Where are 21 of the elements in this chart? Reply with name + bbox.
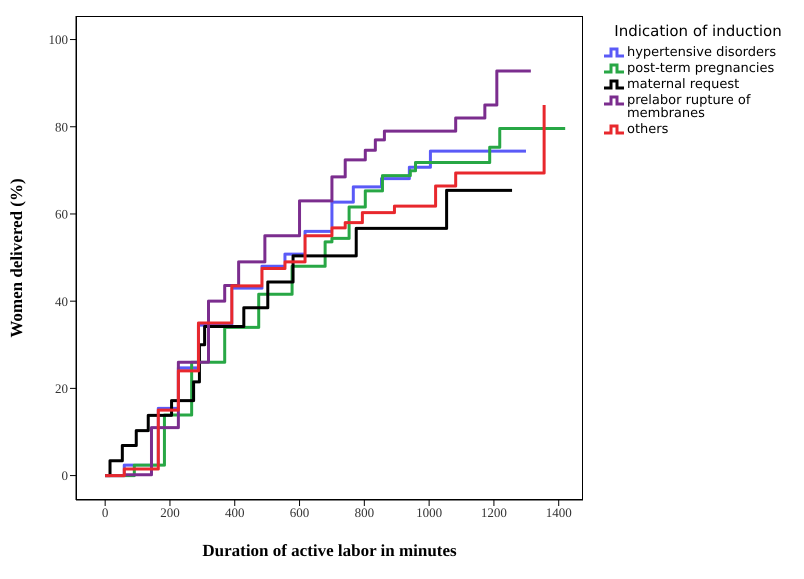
x-tick-label: 1200 [480, 505, 507, 520]
y-tick-label: 0 [62, 468, 68, 484]
legend-label: hypertensive disorders [627, 45, 776, 60]
x-tick-label: 600 [290, 505, 310, 520]
x-axis-title: Duration of active labor in minutes [202, 541, 457, 560]
y-tick-label: 80 [55, 119, 68, 134]
x-tick-label: 1000 [416, 505, 442, 520]
y-tick-label: 100 [48, 32, 68, 48]
legend-label: post-term pregnancies [627, 61, 774, 76]
legend-title: Indication of induction [613, 22, 783, 40]
legend-label: others [627, 122, 668, 137]
legend-label: maternal request [627, 77, 740, 92]
y-tick-label: 60 [55, 206, 68, 222]
x-tick-label: 800 [354, 505, 374, 520]
y-tick-label: 40 [55, 294, 68, 309]
x-tick-label: 400 [224, 505, 244, 520]
x-tick-label: 0 [102, 505, 108, 520]
x-tick-label: 1400 [546, 505, 572, 520]
x-tick-label: 200 [160, 505, 180, 520]
y-tick-label: 20 [55, 380, 68, 396]
y-axis-title: Women delivered (%) [7, 178, 26, 338]
